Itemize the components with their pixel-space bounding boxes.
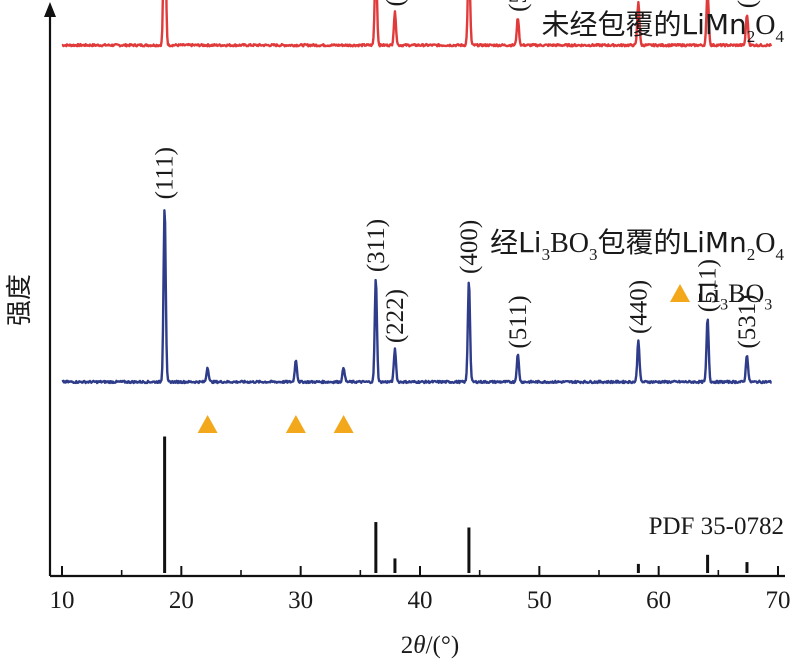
- x-axis-label-char: θ: [413, 632, 425, 659]
- uncoated-series-label-part: 4: [776, 27, 785, 46]
- coated-series-label-part: 4: [776, 245, 785, 264]
- x-axis-label-char: 2: [401, 632, 414, 659]
- li3bo3-marker-icon: [197, 415, 218, 433]
- legend-li3bo3-label-part: 3: [720, 296, 728, 313]
- coated-series-label-part: 3: [542, 245, 551, 264]
- y-axis-arrow-icon: [44, 2, 56, 17]
- uncoated-pattern-line: [61, 0, 773, 48]
- x-tick-label: 20: [169, 587, 194, 614]
- y-axis-label: 强度: [5, 274, 35, 326]
- coated-series-label-part: 3: [589, 245, 598, 264]
- x-axis-label-char: ): [451, 632, 459, 659]
- legend-li3bo3-label-part: Li: [697, 279, 720, 308]
- peak-label-222: (222): [382, 289, 409, 343]
- x-tick-label: 30: [288, 587, 313, 614]
- peak-label-111: (111): [152, 147, 179, 199]
- axes-layer: [44, 2, 785, 578]
- peak-label-222: (222): [382, 0, 409, 6]
- labels-layer: (111) (311) (222) (400) (511) (440) (511) (531)…: [152, 0, 785, 540]
- uncoated-series-label-part: 未经包覆的LiMn: [541, 8, 746, 41]
- peak-label-531: (531): [734, 0, 761, 8]
- legend-triangle-icon: [670, 284, 690, 302]
- legend-li3bo3-label-part: BO: [728, 279, 764, 308]
- legend-li3bo3-label: Li3BO3: [697, 279, 772, 313]
- uncoated-series-label: 未经包覆的LiMn2O4: [541, 8, 784, 46]
- x-axis-label: 2θ/(°): [401, 632, 459, 659]
- x-tick-label: 60: [646, 587, 671, 614]
- peak-label-400: (400): [456, 220, 483, 274]
- x-axis-label-char: °: [441, 632, 451, 659]
- coated-series-label-part: O: [755, 228, 775, 259]
- x-ticks-layer: 10 20 30 40 50 60 70: [50, 566, 791, 614]
- x-axis-label-char: /: [426, 632, 433, 659]
- peak-label-311: (311): [363, 219, 390, 272]
- coated-series-label-part: 包覆的LiMn: [597, 226, 746, 259]
- coated-series-label-part: 经Li: [490, 226, 541, 259]
- peak-label-531: (531): [734, 294, 761, 348]
- x-axis-label-char: (: [433, 632, 441, 659]
- reference-label: PDF 35-0782: [649, 513, 784, 540]
- x-tick-label: 50: [527, 587, 552, 614]
- x-tick-label: 70: [766, 587, 791, 614]
- peak-label-440: (440): [625, 280, 652, 334]
- uncoated-series-label-part: O: [755, 10, 775, 41]
- x-tick-label: 10: [50, 587, 75, 614]
- coated-series-label-part: 2: [747, 245, 756, 264]
- coated-series-label-part: BO: [550, 228, 589, 259]
- li3bo3-marker-icon: [285, 415, 306, 433]
- peak-label-511: (511): [695, 259, 722, 312]
- uncoated-series-label-part: 2: [747, 27, 756, 46]
- legend-li3bo3-label-part: 3: [764, 296, 772, 313]
- x-tick-label: 40: [408, 587, 433, 614]
- curves-layer: [61, 0, 773, 573]
- peak-label-511: (511): [505, 295, 532, 348]
- coated-series-label: 经Li3BO3包覆的LiMn2O4: [490, 226, 784, 264]
- coated-pattern-line: [61, 209, 773, 385]
- li3bo3-marker-icon: [333, 415, 354, 433]
- peak-label-511: (511): [505, 0, 532, 12]
